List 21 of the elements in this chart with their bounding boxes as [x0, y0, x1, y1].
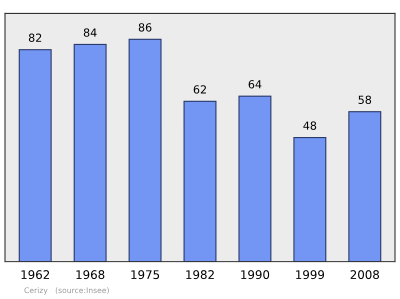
x-tick-label: 1975: [131, 270, 160, 280]
data-label: 62: [194, 85, 206, 94]
x-tick-label: 1968: [76, 270, 104, 280]
data-label: 48: [303, 121, 316, 130]
bar: [184, 100, 216, 262]
bar: [128, 38, 162, 262]
bar: [18, 49, 52, 262]
data-label: 82: [28, 34, 42, 42]
data-label: 58: [358, 96, 372, 104]
bar: [348, 111, 382, 262]
x-tick-label: 1962: [21, 270, 50, 280]
x-tick-label: 1990: [241, 270, 270, 280]
x-tick-label: 2008: [350, 270, 380, 280]
bar: [293, 136, 326, 262]
x-tick-label: 1999: [296, 270, 324, 280]
x-tick-label: 1982: [186, 270, 214, 280]
bar: [74, 44, 107, 262]
data-label: 84: [84, 28, 97, 37]
bar: [238, 96, 272, 262]
data-label: 64: [248, 80, 262, 88]
data-label: 86: [138, 23, 152, 32]
